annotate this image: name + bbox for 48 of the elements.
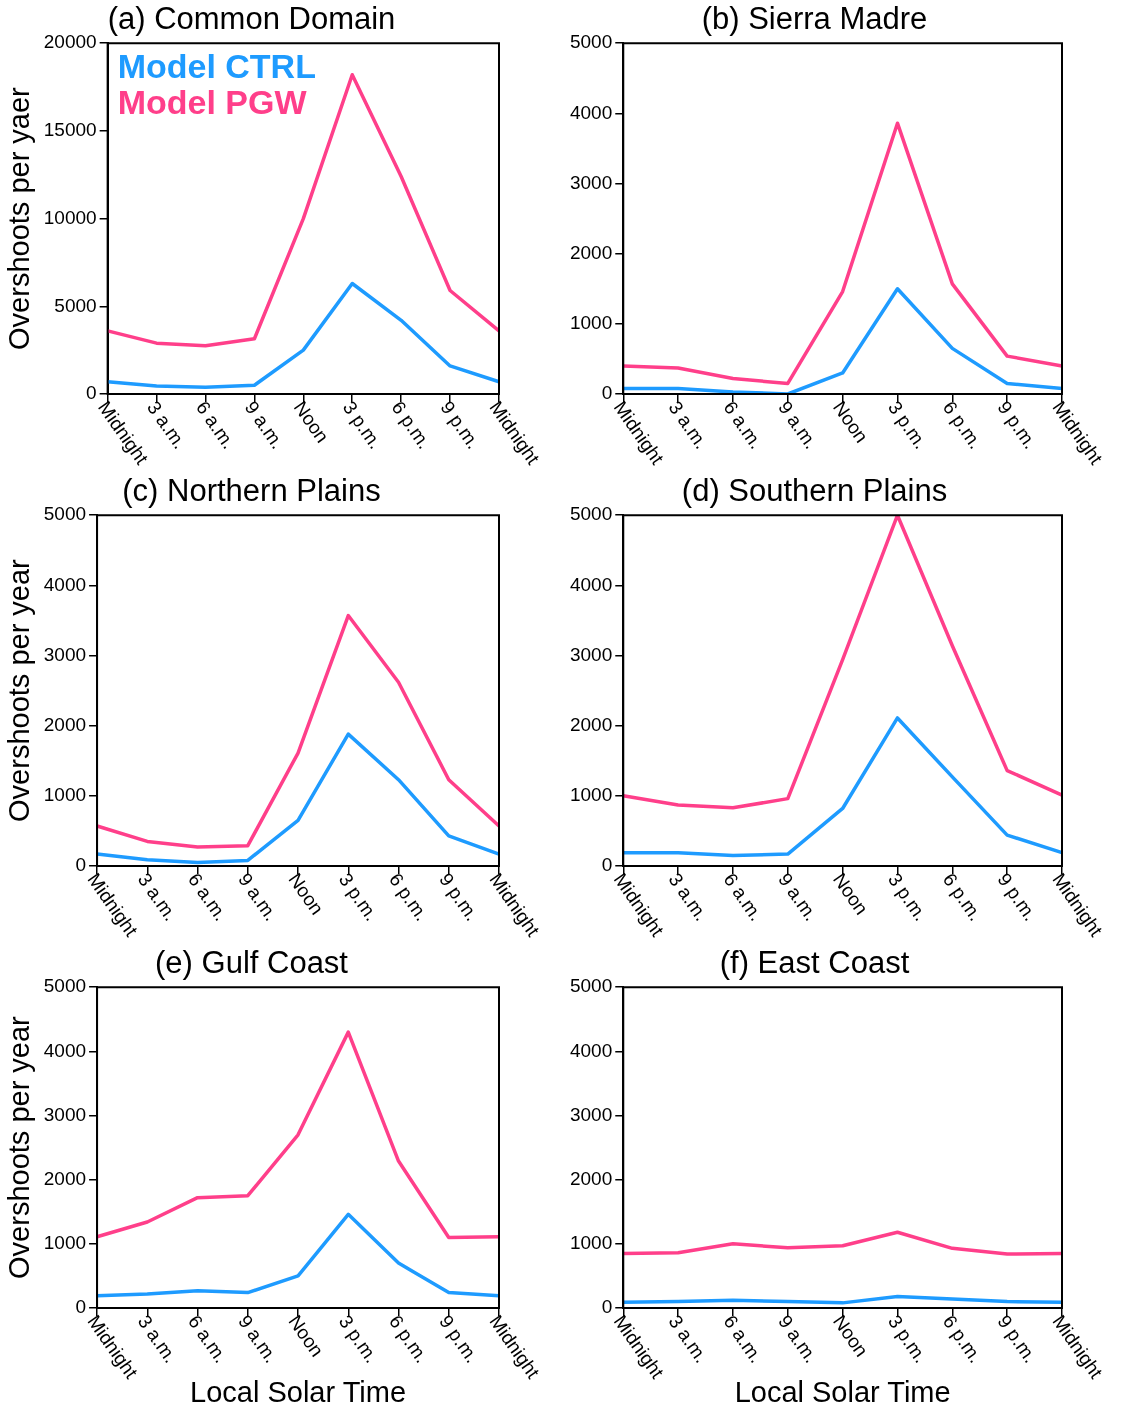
chart-title: (c) Northern Plains: [122, 473, 381, 509]
y-tick-label: 4000: [569, 573, 613, 595]
y-tick-label: 5000: [43, 503, 87, 525]
y-tick-label: 0: [601, 382, 613, 404]
y-tick-label: 5000: [569, 31, 613, 53]
y-tick-label: 5000: [43, 975, 87, 997]
y-tick-label: 2000: [569, 713, 613, 735]
y-tick-label: 0: [75, 854, 87, 876]
chart-title: (a) Common Domain: [107, 1, 396, 37]
y-tick-label: 0: [601, 1296, 613, 1318]
y-tick-label: 3000: [569, 171, 613, 193]
y-axis-title: Overshoots per yaer: [3, 86, 36, 350]
chart-title: (d) Southern Plains: [681, 473, 948, 509]
y-tick-label: 0: [86, 382, 97, 404]
y-tick-label: 1000: [43, 784, 87, 806]
y-tick-label: 5000: [54, 294, 97, 316]
y-tick-label: 5000: [569, 975, 613, 997]
y-tick-label: 0: [75, 1296, 87, 1318]
y-tick-label: 1000: [569, 784, 613, 806]
y-tick-label: 2000: [43, 1167, 87, 1189]
y-tick-label: 20000: [43, 31, 97, 53]
y-tick-label: 4000: [43, 1039, 87, 1061]
y-tick-label: 15000: [43, 119, 97, 141]
y-tick-label: 4000: [569, 101, 613, 123]
chart-title: (e) Gulf Coast: [155, 945, 349, 981]
y-tick-label: 3000: [569, 643, 613, 665]
y-tick-label: 1000: [569, 312, 613, 334]
y-tick-label: 2000: [43, 713, 87, 735]
x-axis-title: Local Solar Time: [734, 1375, 951, 1408]
y-tick-label: 3000: [43, 643, 87, 665]
chart-title: (f) East Coast: [719, 945, 910, 981]
chart-title: (b) Sierra Madre: [701, 1, 928, 37]
y-tick-label: 3000: [43, 1103, 87, 1125]
y-tick-label: 4000: [43, 573, 87, 595]
series-label: Model PGW: [117, 82, 308, 121]
y-tick-label: 10000: [43, 206, 97, 228]
y-tick-label: 3000: [569, 1103, 613, 1125]
y-tick-label: 4000: [569, 1039, 613, 1061]
y-tick-label: 5000: [569, 503, 613, 525]
y-tick-label: 1000: [43, 1232, 87, 1254]
y-tick-label: 1000: [569, 1232, 613, 1254]
y-tick-label: 2000: [569, 1167, 613, 1189]
y-axis-title: Overshoots per year: [3, 1015, 36, 1279]
x-axis-title: Local Solar Time: [190, 1375, 407, 1408]
y-tick-label: 0: [601, 854, 613, 876]
y-tick-label: 2000: [569, 241, 613, 263]
y-axis-title: Overshoots per year: [3, 558, 36, 822]
text: Model CTRL: [117, 46, 316, 85]
